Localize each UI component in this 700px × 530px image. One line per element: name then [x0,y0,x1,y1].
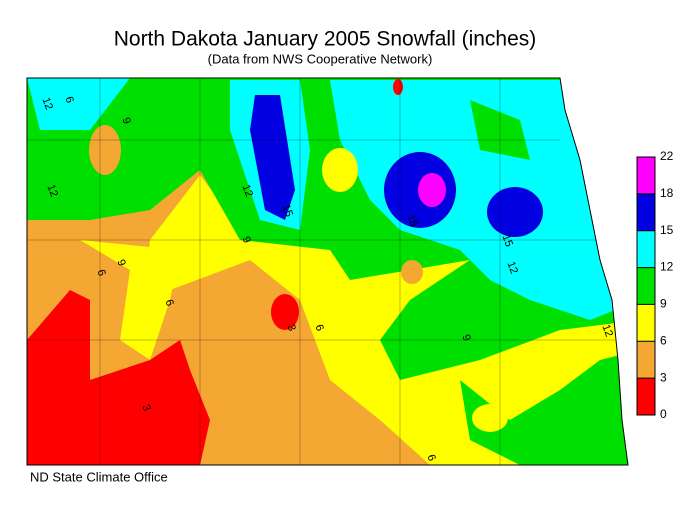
legend-label: 18 [660,186,674,200]
credit: ND State Climate Office [30,469,168,484]
legend-swatch [637,157,655,194]
contour-label: 3 [284,323,297,333]
legend-label: 15 [660,223,674,237]
contour-label: 3 [139,403,152,413]
legend-label: 3 [660,370,667,384]
legend-swatch [637,267,655,305]
legend-swatch [637,230,655,268]
legend-label: 0 [660,407,667,421]
contour-label: 12 [44,183,59,199]
contour-label: 6 [424,453,437,463]
contour-label: 15 [499,233,514,249]
legend-swatch [637,304,655,342]
legend-label: 12 [660,260,674,274]
contour-label: 15 [404,213,419,229]
legend-swatch [637,341,655,379]
map-title: North Dakota January 2005 Snowfall (inch… [114,28,537,51]
snowfall-field [27,78,628,465]
legend-label: 22 [660,149,674,163]
contour-label: 12 [599,323,614,339]
contour-label: 12 [504,260,519,276]
legend-swatch [637,193,655,231]
contour-label: 9 [459,333,472,343]
legend: 0 3 6 9 12 15 18 22 [636,149,674,421]
legend-label: 9 [660,297,667,311]
contour-label: 6 [94,268,107,278]
contour-label: 9 [239,235,252,245]
map-subtitle: (Data from NWS Cooperative Network) [208,51,433,66]
contour-label: 6 [62,95,75,105]
contour-label: 12 [239,183,254,199]
legend-label: 6 [660,333,667,347]
contour-label: 6 [162,298,175,308]
state-outline [26,77,629,466]
contour-label: 15 [279,203,294,219]
legend-swatch [637,378,655,415]
contour-label: 6 [312,323,325,333]
contour-label: 9 [119,116,132,126]
contour-label: 9 [114,258,127,268]
contour-label: 12 [39,96,54,112]
